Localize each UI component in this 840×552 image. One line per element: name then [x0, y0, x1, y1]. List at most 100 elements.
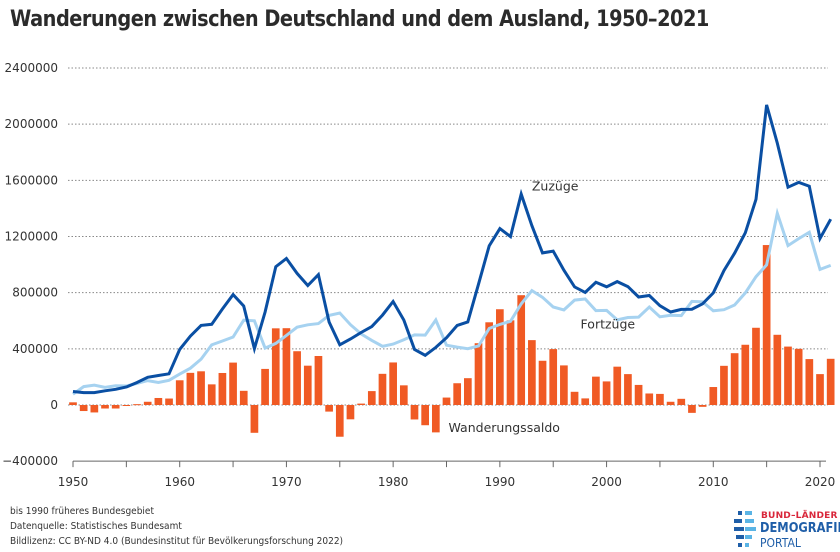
- saldo-bar: [314, 355, 323, 405]
- saldo-bars: [69, 245, 835, 437]
- annotation-label: Zuzüge: [532, 178, 579, 193]
- saldo-bar: [805, 359, 814, 405]
- saldo-bar: [549, 349, 558, 405]
- saldo-bar: [645, 393, 654, 405]
- saldo-bar: [773, 334, 782, 405]
- zuzuege-line: [72, 104, 833, 395]
- saldo-bar: [816, 374, 824, 405]
- y-axis-labels: −400000 0 400000 800000 1200000 1600000 200000…: [2, 61, 58, 468]
- saldo-bar: [592, 376, 600, 405]
- x-tick-label: 1960: [164, 475, 195, 489]
- saldo-bar: [613, 366, 622, 405]
- saldo-bar: [464, 378, 472, 405]
- demografie-portal-logo: BUND–LÄNDER DEMOGRAFIE PORTAL: [734, 508, 840, 552]
- saldo-bar: [197, 371, 205, 405]
- y-tick-label: 800000: [12, 286, 58, 300]
- saldo-bar: [496, 309, 504, 405]
- y-tick-label: 1200000: [5, 230, 58, 244]
- saldo-bar: [399, 385, 408, 405]
- saldo-bar: [410, 405, 419, 420]
- x-axis: 1950 1960 1970 1980 1990 2000 2010 2020: [58, 460, 836, 489]
- saldo-bar: [453, 383, 462, 405]
- chart: −400000 0 400000 800000 1200000 1600000 200000…: [2, 61, 836, 489]
- saldo-bar: [303, 365, 312, 405]
- annotations: Zuzüge Fortzüge Wanderungssaldo: [449, 178, 636, 435]
- saldo-bar: [581, 398, 590, 405]
- saldo-bar: [485, 322, 494, 405]
- saldo-bar: [367, 391, 376, 405]
- saldo-bar: [730, 353, 739, 405]
- saldo-bar: [698, 405, 707, 407]
- saldo-bar: [111, 405, 120, 409]
- saldo-bar: [133, 404, 141, 406]
- saldo-bar: [656, 393, 664, 405]
- saldo-bar: [207, 384, 216, 405]
- saldo-bar: [346, 405, 355, 420]
- y-tick-label: 2000000: [5, 117, 58, 131]
- saldo-bar: [79, 405, 88, 412]
- saldo-bar: [69, 402, 77, 405]
- saldo-bar: [517, 295, 526, 405]
- saldo-bar: [741, 344, 750, 405]
- saldo-bar: [528, 340, 536, 405]
- saldo-bar: [431, 405, 440, 433]
- saldo-bar: [762, 245, 771, 405]
- gridlines: [68, 67, 828, 406]
- saldo-bar: [261, 368, 269, 405]
- saldo-bar: [784, 346, 792, 405]
- saldo-bar: [538, 360, 547, 405]
- y-tick-label: 0: [50, 398, 58, 412]
- y-tick-label: −400000: [2, 454, 58, 468]
- saldo-bar: [229, 362, 237, 405]
- footnote-license: Bildlizenz: CC BY-ND 4.0 (Bundesinstitut…: [10, 536, 344, 547]
- saldo-bar: [666, 401, 675, 405]
- annotation-label: Fortzüge: [581, 316, 636, 331]
- y-tick-label: 2400000: [5, 61, 58, 75]
- saldo-bar: [218, 372, 227, 405]
- logo-line-1: BUND–LÄNDER: [761, 511, 838, 521]
- saldo-bar: [506, 320, 515, 405]
- saldo-bar: [335, 405, 344, 437]
- fortzuege-line: [72, 207, 832, 396]
- logo-line-2: DEMOGRAFIE: [760, 521, 840, 536]
- saldo-bar: [570, 391, 579, 405]
- saldo-bar: [293, 351, 301, 405]
- saldo-bar: [175, 380, 184, 405]
- saldo-bar: [101, 405, 109, 409]
- annotation-label: Wanderungssaldo: [449, 420, 560, 435]
- saldo-bar: [677, 398, 686, 405]
- saldo-bar: [709, 387, 718, 405]
- x-tick-label: 1990: [485, 475, 516, 489]
- y-tick-label: 1600000: [5, 173, 58, 187]
- saldo-bar: [752, 327, 760, 405]
- saldo-bar: [357, 403, 365, 405]
- chart-title: Wanderungen zwischen Deutschland und dem…: [10, 6, 709, 32]
- saldo-bar: [720, 365, 728, 405]
- saldo-bar: [90, 405, 99, 413]
- x-tick-label: 1980: [378, 475, 409, 489]
- y-tick-label: 400000: [12, 342, 58, 356]
- saldo-bar: [122, 405, 131, 406]
- x-tick-label: 2010: [698, 475, 729, 489]
- saldo-bar: [143, 401, 152, 405]
- saldo-bar: [634, 384, 643, 405]
- saldo-bar: [688, 405, 696, 413]
- x-tick-label: 1970: [271, 475, 302, 489]
- logo-bars-icon: [734, 511, 756, 547]
- saldo-bar: [378, 373, 387, 405]
- saldo-bar: [442, 397, 451, 405]
- saldo-bar: [154, 397, 163, 405]
- saldo-bar: [271, 328, 280, 405]
- saldo-bar: [794, 348, 803, 405]
- x-tick-label: 2020: [805, 475, 836, 489]
- saldo-bar: [239, 390, 248, 405]
- series-lines: [72, 104, 833, 396]
- saldo-bar: [282, 328, 291, 405]
- saldo-bar: [421, 405, 429, 426]
- x-tick-label: 2000: [591, 475, 622, 489]
- saldo-bar: [602, 381, 611, 405]
- saldo-bar: [389, 362, 397, 405]
- saldo-bar: [186, 372, 195, 405]
- saldo-bar: [624, 374, 632, 405]
- footnote-source: Datenquelle: Statistisches Bundesamt: [10, 521, 182, 532]
